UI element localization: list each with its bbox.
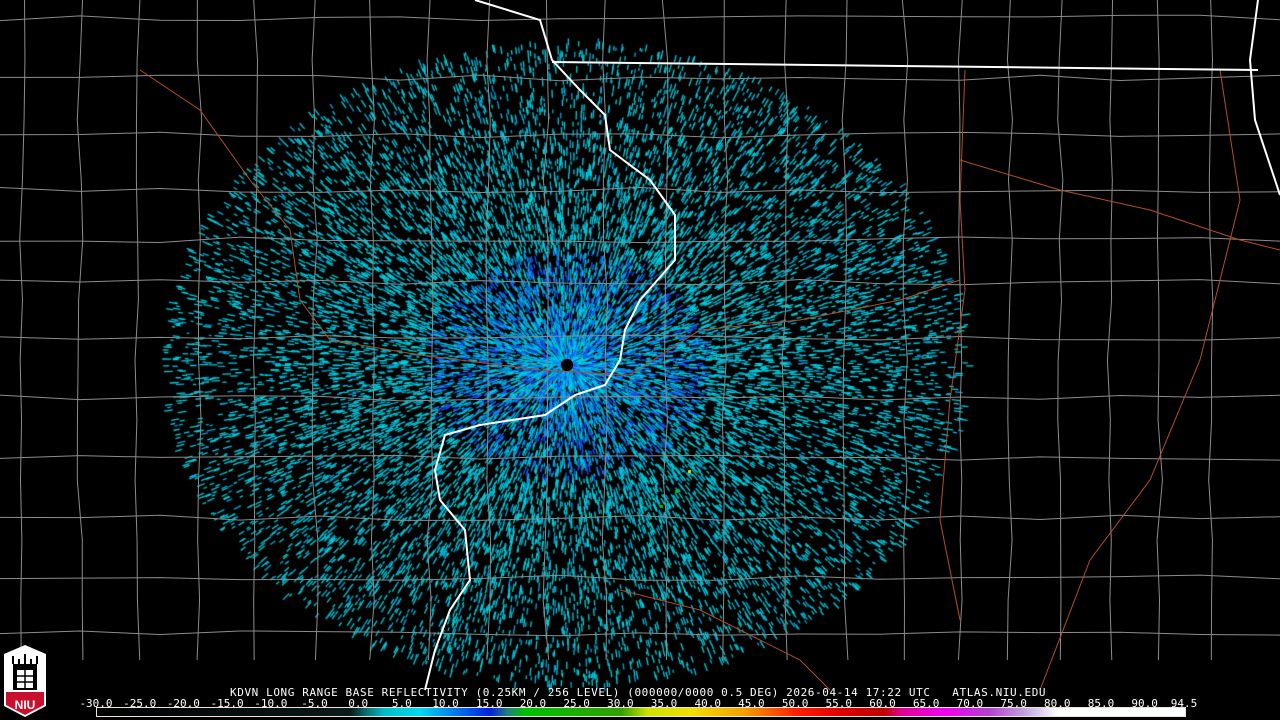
county-line (661, 0, 669, 661)
river (619, 589, 831, 691)
county-line (0, 131, 1280, 139)
county-boundaries (0, 0, 1280, 661)
logo-text: NIU (15, 698, 36, 712)
colorbar-tick: -30.0 (79, 697, 113, 710)
county-line (426, 0, 434, 661)
county-line (601, 0, 609, 661)
colorbar-tick: 94.5 (1170, 697, 1198, 710)
county-line (781, 0, 789, 661)
river (1039, 69, 1241, 691)
county-line (0, 14, 1280, 22)
colorbar-tick: 0.0 (348, 697, 369, 710)
county-line (542, 0, 550, 661)
county-line (0, 74, 1280, 82)
county-line (0, 574, 1280, 581)
county-line (0, 514, 1280, 521)
county-line (0, 334, 1280, 341)
county-line (19, 0, 26, 661)
county-line (957, 0, 963, 661)
colorbar-tick: -20.0 (166, 697, 200, 710)
county-line (76, 0, 84, 661)
county-line (0, 394, 1280, 402)
county-line (311, 0, 319, 661)
colorbar-tick: 35.0 (650, 697, 678, 710)
county-line (0, 454, 1280, 461)
colorbar-tick: 15.0 (476, 697, 503, 710)
county-line (0, 278, 1280, 286)
colorbar-tick: 80.0 (1044, 697, 1071, 710)
county-line (0, 630, 1280, 637)
colorbar-tick: -5.0 (301, 697, 328, 710)
county-line (253, 0, 259, 661)
colorbar-tick: 25.0 (563, 697, 590, 710)
colorbar-tick: 65.0 (912, 697, 940, 710)
niu-logo: NIU (4, 645, 46, 717)
colorbar (96, 707, 1186, 717)
colorbar-tick: 60.0 (869, 697, 896, 710)
rivers (139, 69, 1280, 691)
colorbar-tick: 85.0 (1087, 697, 1115, 710)
county-line (485, 0, 492, 661)
river (139, 69, 961, 376)
colorbar-tick: 70.0 (956, 697, 984, 710)
colorbar-tick: 50.0 (781, 697, 809, 710)
county-line (196, 0, 203, 661)
colorbar-tick: 40.0 (694, 697, 721, 710)
county-line (369, 0, 375, 661)
river (959, 159, 1280, 251)
county-line (134, 0, 141, 661)
state-border-north (551, 61, 1259, 71)
county-line (1208, 0, 1214, 661)
colorbar-tick: 90.0 (1131, 697, 1158, 710)
colorbar-tick: 20.0 (519, 697, 547, 710)
colorbar-tick: 10.0 (432, 697, 459, 710)
colorbar-tick-labels: -30.0 -25.0 -20.0 -15.0 -10.0 -5.0 0.0 5.0 10.0 1… (0, 697, 1280, 710)
colorbar-tick: 45.0 (738, 697, 765, 710)
county-line (0, 236, 1280, 244)
lake-shoreline (1248, 0, 1280, 196)
county-line (721, 0, 729, 661)
colorbar-tick: -25.0 (123, 697, 157, 710)
county-line (1057, 0, 1064, 661)
product-title: KDVN LONG RANGE BASE REFLECTIVITY (0.25K… (230, 686, 1047, 699)
river (939, 69, 966, 621)
county-line (1106, 0, 1114, 661)
colorbar-tick: -15.0 (210, 697, 244, 710)
colorbar-tick: 75.0 (1000, 697, 1027, 710)
county-line (1156, 0, 1163, 661)
colorbar-tick: 30.0 (607, 697, 634, 710)
county-line (901, 0, 909, 661)
colorbar-tick: 55.0 (825, 697, 853, 710)
radar-site-marker (561, 359, 573, 371)
colorbar-tick: 5.0 (391, 697, 412, 710)
state-border-mississippi (424, 0, 676, 691)
county-line (1006, 0, 1013, 661)
county-line (841, 0, 849, 661)
colorbar-tick: -10.0 (254, 697, 288, 710)
county-line (0, 186, 1280, 194)
state-boundaries (424, 0, 1280, 691)
